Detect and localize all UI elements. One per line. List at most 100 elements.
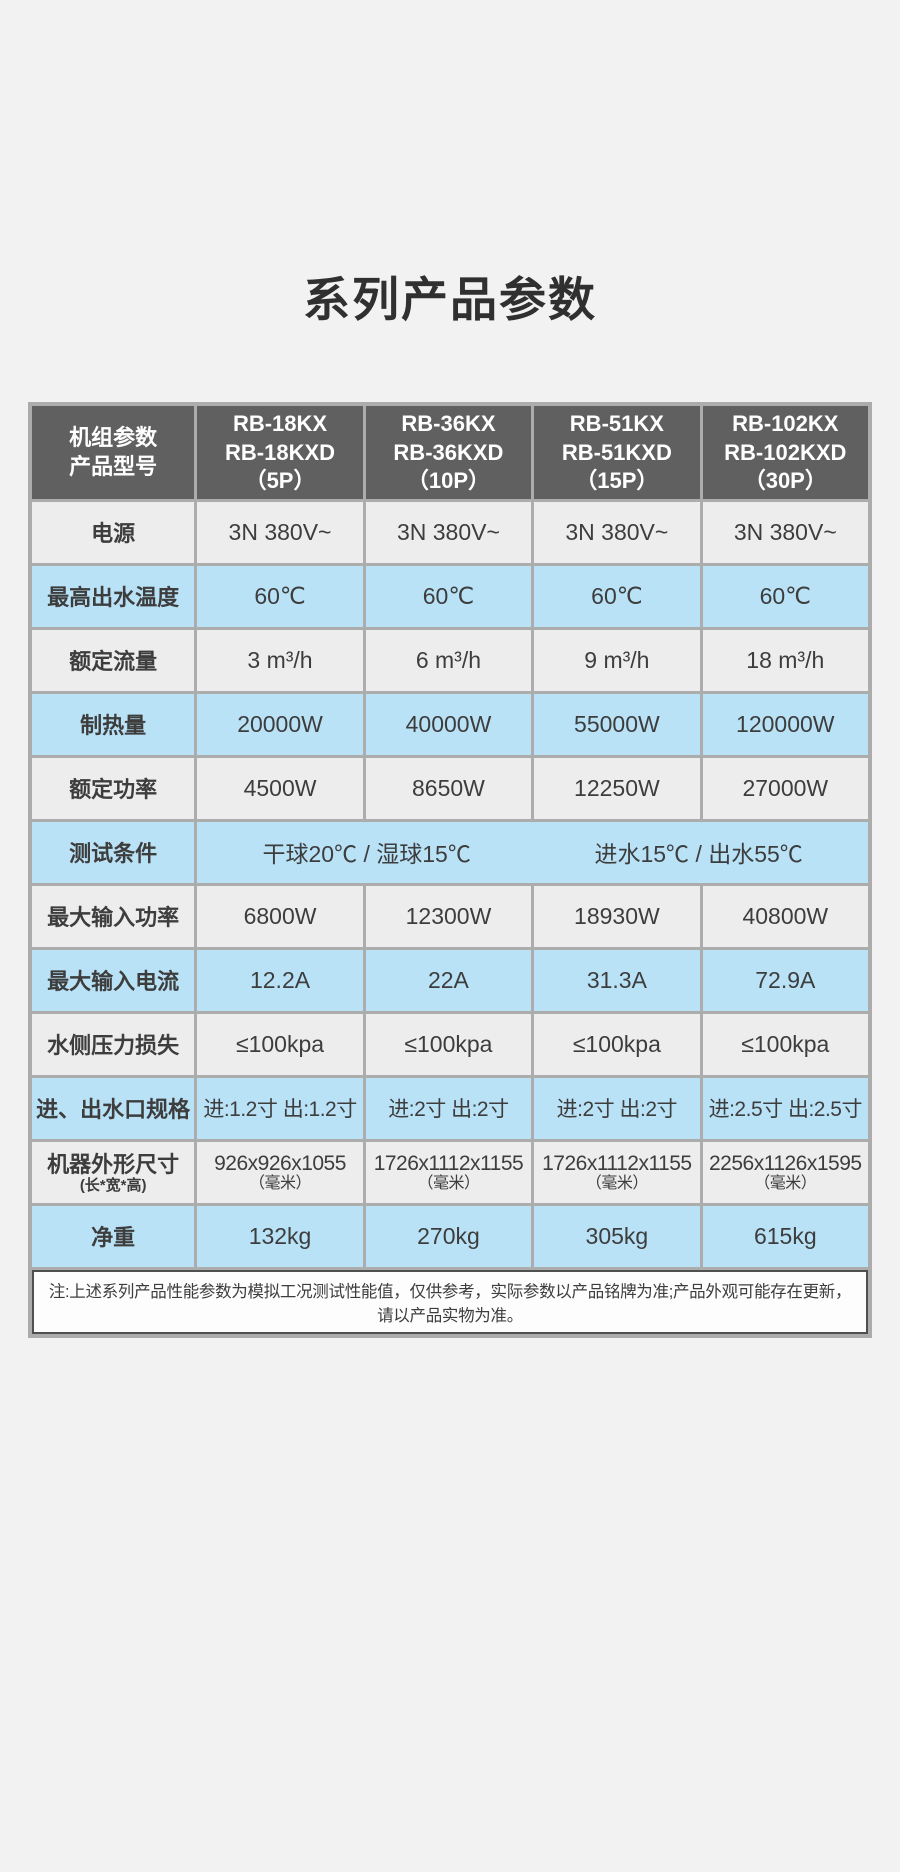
merged-value-cell: 干球20℃ / 湿球15℃ 进水15℃ / 出水55℃ — [197, 821, 868, 883]
value-cell: 12.2A — [197, 949, 363, 1011]
table-row: 最大输入电流 12.2A 22A 31.3A 72.9A — [32, 949, 868, 1011]
value-cell: 60℃ — [365, 565, 532, 627]
value-cell: 31.3A — [534, 949, 700, 1011]
value-cell: 进:2.5寸 出:2.5寸 — [702, 1077, 868, 1139]
spec-table-wrap: 机组参数 产品型号 RB-18KX RB-18KXD （5P） RB-36KX RB-36K… — [28, 402, 872, 1338]
cell-subtext: RB-36KXD — [393, 439, 504, 465]
row-label-text: 进、出水口规格 — [36, 1097, 191, 1123]
cell-text: 132kg — [248, 1222, 312, 1249]
row-label-text: 净重 — [91, 1225, 136, 1251]
cell-text: 4500W — [243, 774, 317, 801]
value-cell: 进:2寸 出:2寸 — [365, 1077, 532, 1139]
value-cell: 22A — [365, 949, 532, 1011]
cell-text: 3N 380V~ — [228, 518, 332, 545]
value-cell: 18 m³/h — [702, 629, 868, 691]
cell-subtext: RB-51KXD — [561, 439, 672, 465]
cell-subtext: （5P） — [244, 467, 316, 493]
row-label: 额定功率 — [32, 757, 195, 819]
value-cell: 1726x1112x1155 （毫米） — [534, 1141, 700, 1203]
page-title: 系列产品参数 — [303, 273, 597, 326]
cell-text: 615kg — [753, 1222, 817, 1249]
row-label: 最大输入功率 — [32, 885, 195, 947]
row-label: 测试条件 — [32, 821, 195, 883]
value-cell: 18930W — [534, 885, 700, 947]
value-cell: 20000W — [197, 693, 363, 755]
row-label-text: 最大输入功率 — [47, 905, 180, 931]
value-cell: 3N 380V~ — [534, 501, 700, 563]
spec-table: 机组参数 产品型号 RB-18KX RB-18KXD （5P） RB-36KX RB-36K… — [29, 403, 871, 1336]
cell-text: 926x926x1055 — [214, 1151, 346, 1175]
value-cell: 40000W — [365, 693, 532, 755]
row-label: 额定流量 — [32, 629, 195, 691]
cell-text: 40000W — [405, 710, 492, 737]
cell-subtext: RB-102KXD — [724, 439, 847, 465]
table-row: 最大输入功率 6800W 12300W 18930W 40800W — [32, 885, 868, 947]
product-spec-page: { "page": { "title": "系列产品参数" }, "colors… — [0, 272, 900, 1872]
cell-text: 22A — [427, 966, 469, 993]
cell-text: 6800W — [243, 902, 317, 929]
value-cell: 12250W — [534, 757, 700, 819]
row-label: 电源 — [32, 501, 195, 563]
row-label-subtext: (长*宽*高) — [79, 1177, 147, 1194]
value-cell: 2256x1126x1595 （毫米） — [702, 1141, 868, 1203]
cell-text: 1726x1112x1155 — [542, 1151, 692, 1175]
cell-text: 3N 380V~ — [733, 518, 837, 545]
cell-text: 120000W — [736, 710, 835, 737]
cell-text: 55000W — [574, 710, 660, 737]
value-cell: 3N 380V~ — [197, 501, 363, 563]
value-cell: ≤100kpa — [702, 1013, 868, 1075]
cell-text: 进:2寸 出:2寸 — [388, 1098, 509, 1122]
merged-value-text: 干球20℃ / 湿球15℃ — [262, 841, 471, 868]
value-cell: 60℃ — [702, 565, 868, 627]
cell-text: RB-18KX — [232, 411, 328, 437]
cell-text: RB-102KX — [732, 411, 839, 437]
row-label-text: 最高出水温度 — [47, 585, 180, 611]
row-label: 净重 — [32, 1205, 195, 1267]
cell-subtext: （毫米） — [754, 1175, 817, 1193]
row-label-text: 水侧压力损失 — [47, 1033, 180, 1059]
value-cell: 27000W — [702, 757, 868, 819]
value-cell: 3N 380V~ — [702, 501, 868, 563]
header-model-cell: RB-18KX RB-18KXD （5P） — [197, 406, 363, 499]
table-note: 注:上述系列产品性能参数为模拟工况测试性能值，仅供参考，实际参数以产品铭牌为准;… — [32, 1269, 868, 1334]
row-label-text: 机器外形尺寸 — [47, 1151, 180, 1177]
cell-text: 进:2.5寸 出:2.5寸 — [708, 1098, 863, 1122]
cell-subtext: 产品型号 — [69, 453, 158, 479]
table-row: 净重 132kg 270kg 305kg 615kg — [32, 1205, 868, 1267]
value-cell: 9 m³/h — [534, 629, 700, 691]
header-label-cell: 机组参数 产品型号 — [32, 406, 195, 499]
row-label-text: 最大输入电流 — [47, 969, 180, 995]
cell-text: 1726x1112x1155 — [373, 1151, 524, 1175]
table-row: 水侧压力损失 ≤100kpa ≤100kpa ≤100kpa ≤100kpa — [32, 1013, 868, 1075]
row-label: 机器外形尺寸 (长*宽*高) — [32, 1141, 195, 1203]
merged-value-text: 进水15℃ / 出水55℃ — [594, 841, 803, 868]
row-label-text: 额定功率 — [69, 777, 158, 803]
cell-subtext: （15P） — [575, 467, 659, 493]
value-cell: 60℃ — [534, 565, 700, 627]
cell-text: ≤100kpa — [235, 1030, 325, 1057]
row-label: 制热量 — [32, 693, 195, 755]
cell-subtext: （毫米） — [585, 1175, 649, 1193]
value-cell: 8650W — [365, 757, 532, 819]
cell-text: 31.3A — [586, 966, 647, 993]
table-row: 额定流量 3 m³/h 6 m³/h 9 m³/h 18 m³/h — [32, 629, 868, 691]
value-cell: 305kg — [534, 1205, 700, 1267]
value-cell: 60℃ — [197, 565, 363, 627]
cell-text: ≤100kpa — [741, 1030, 830, 1057]
cell-text: 12.2A — [249, 966, 311, 993]
cell-text: 305kg — [585, 1222, 649, 1249]
cell-text: RB-36KX — [401, 411, 496, 437]
value-cell: 40800W — [702, 885, 868, 947]
cell-text: 12300W — [405, 902, 492, 929]
note-row: 注:上述系列产品性能参数为模拟工况测试性能值，仅供参考，实际参数以产品铭牌为准;… — [32, 1269, 868, 1334]
value-cell: 270kg — [365, 1205, 532, 1267]
cell-subtext: RB-18KXD — [225, 439, 336, 465]
value-cell: ≤100kpa — [197, 1013, 363, 1075]
cell-text: 6 m³/h — [415, 646, 482, 673]
cell-text: 3 m³/h — [247, 646, 313, 673]
cell-text: ≤100kpa — [404, 1030, 493, 1057]
cell-text: 3N 380V~ — [396, 518, 500, 545]
cell-subtext: （毫米） — [249, 1175, 312, 1193]
cell-text: 2256x1126x1595 — [708, 1151, 862, 1175]
cell-text: 进:1.2寸 出:1.2寸 — [203, 1098, 357, 1122]
